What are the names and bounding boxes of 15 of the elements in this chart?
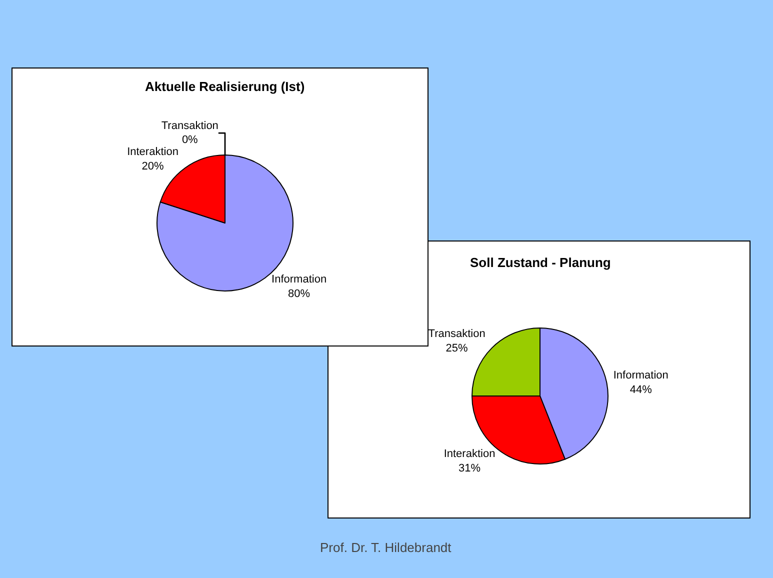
category-label: Transaktion <box>161 120 218 132</box>
text: Prof. Dr. T. Hildebrandt <box>320 540 452 555</box>
chart-title: Aktuelle Realisierung (Ist) <box>145 79 305 94</box>
data-label: 31% <box>458 462 481 474</box>
chart-title: Soll Zustand - Planung <box>470 255 611 270</box>
data-label: 20% <box>142 160 164 173</box>
data-label: 25% <box>446 342 468 354</box>
slice-label: Transaktion <box>428 328 486 340</box>
slice-label: Information <box>613 370 668 382</box>
slice-label: Interaktion <box>127 146 178 158</box>
slice-label: Information <box>272 273 327 286</box>
data-label: 44% <box>630 384 652 396</box>
slice-label: Interaktion <box>444 448 496 460</box>
text: 0% <box>182 134 198 146</box>
data-label: 80% <box>288 288 310 300</box>
